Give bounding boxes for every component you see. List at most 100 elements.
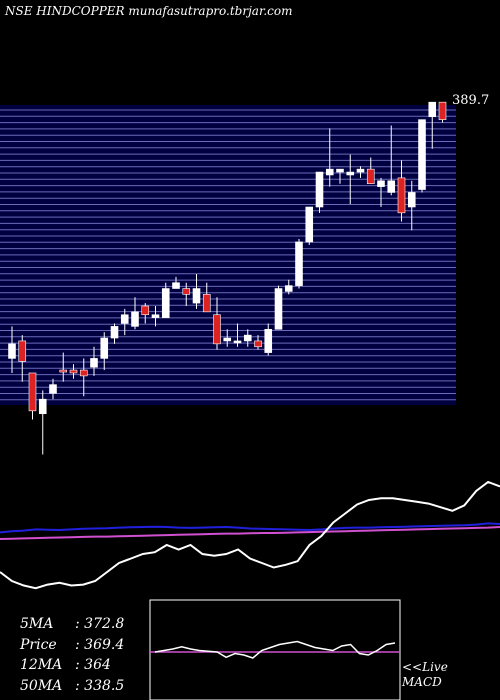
candle bbox=[274, 285, 283, 330]
candle-body-up bbox=[161, 288, 170, 318]
candle-body-up bbox=[131, 311, 139, 327]
candle-body-up bbox=[100, 337, 109, 359]
candle-body-up bbox=[274, 288, 283, 330]
live-macd-label: <<Live MACD bbox=[402, 660, 448, 690]
candle bbox=[8, 326, 16, 373]
candle-body-down bbox=[366, 168, 375, 185]
candle bbox=[79, 358, 88, 397]
candle-body-up bbox=[418, 119, 426, 190]
candle bbox=[305, 206, 314, 245]
moving-average-lines bbox=[0, 480, 500, 590]
candle bbox=[233, 323, 242, 347]
candle bbox=[397, 160, 406, 222]
stat-row-price: Price : 369.4 bbox=[20, 635, 124, 656]
top-price-label: 389.7 bbox=[452, 93, 489, 108]
candle bbox=[295, 239, 303, 289]
stat-row-5ma: 5MA : 372.8 bbox=[20, 614, 124, 635]
candle bbox=[346, 154, 355, 205]
candle bbox=[141, 303, 150, 324]
candle-body-up bbox=[295, 241, 303, 286]
candle bbox=[418, 119, 426, 193]
candle-body-down bbox=[18, 340, 27, 362]
candle-body-up bbox=[243, 334, 252, 342]
candle-body-up bbox=[428, 101, 437, 118]
stat-sep: : bbox=[75, 677, 85, 694]
candle-body-down bbox=[438, 101, 447, 120]
ma-magenta-line bbox=[0, 526, 500, 540]
stat-row-50ma: 50MA : 338.5 bbox=[20, 676, 124, 697]
live-label-line1: <<Live bbox=[402, 660, 448, 674]
candle bbox=[366, 157, 375, 185]
candle bbox=[151, 306, 160, 327]
chart-title: NSE HINDCOPPER munafasutrapro.tbrjar.com bbox=[5, 4, 293, 18]
candle-body-up bbox=[110, 326, 119, 339]
candle-body-up bbox=[38, 398, 47, 415]
stat-sep: : bbox=[75, 636, 85, 653]
candle bbox=[284, 279, 293, 295]
candle-body-up bbox=[151, 314, 160, 318]
candle-body-down bbox=[254, 340, 262, 348]
stat-sep: : bbox=[75, 657, 85, 673]
candle-body-up bbox=[120, 314, 129, 324]
gridlines bbox=[0, 109, 456, 401]
candle bbox=[192, 273, 201, 309]
stat-sep: : bbox=[75, 616, 85, 632]
macd-frame bbox=[149, 599, 401, 700]
candle bbox=[336, 168, 344, 184]
candle bbox=[407, 180, 416, 231]
live-label-line2: MACD bbox=[402, 675, 442, 689]
candle-body-up bbox=[49, 384, 57, 394]
candle-body-up bbox=[305, 206, 314, 243]
candle-body-up bbox=[264, 328, 273, 353]
candle bbox=[110, 323, 119, 344]
price-line bbox=[0, 480, 500, 590]
candle-body-down bbox=[69, 369, 78, 374]
candle bbox=[172, 276, 180, 289]
stat-label: 5MA bbox=[20, 616, 54, 632]
candle bbox=[182, 282, 191, 306]
candle bbox=[161, 282, 170, 318]
candle bbox=[38, 390, 47, 455]
candle bbox=[28, 372, 37, 420]
stat-value: 369.4 bbox=[84, 636, 125, 653]
candle-body-down bbox=[79, 369, 88, 377]
candle-body-up bbox=[346, 171, 355, 176]
candle-body-up bbox=[315, 171, 324, 208]
candle-body-down bbox=[202, 294, 211, 313]
candle bbox=[356, 166, 365, 178]
candle-body-up bbox=[387, 180, 396, 193]
candle bbox=[315, 171, 324, 213]
macd-line bbox=[154, 640, 396, 659]
candle-body-up bbox=[407, 192, 416, 208]
candle bbox=[387, 125, 396, 196]
candle-body-up bbox=[284, 285, 293, 292]
stats-panel: 5MA : 372.8 Price : 369.4 12MA : 364 50M… bbox=[20, 614, 124, 696]
stat-value: 338.5 bbox=[84, 677, 125, 694]
candle bbox=[59, 352, 68, 382]
candle bbox=[69, 364, 78, 379]
candle bbox=[202, 282, 211, 313]
candles bbox=[8, 101, 447, 455]
candle-body-up bbox=[90, 358, 98, 368]
stat-label: 50MA bbox=[20, 677, 63, 694]
candle-body-up bbox=[377, 180, 385, 187]
candle-body-up bbox=[192, 288, 201, 304]
candle bbox=[49, 378, 57, 400]
candle bbox=[377, 177, 385, 207]
candle bbox=[120, 308, 129, 336]
candle-body-down bbox=[141, 305, 150, 316]
candle bbox=[18, 335, 27, 382]
candle-body-up bbox=[325, 168, 334, 176]
candle-body-up bbox=[233, 340, 242, 344]
candle bbox=[254, 335, 262, 350]
candle bbox=[131, 297, 139, 330]
candle-body-down bbox=[397, 177, 406, 214]
stat-value: 372.8 bbox=[84, 616, 125, 632]
candle-body-down bbox=[28, 372, 37, 412]
candle-body-up bbox=[172, 282, 180, 289]
candle bbox=[100, 332, 109, 371]
candle-body-up bbox=[223, 337, 232, 342]
candle bbox=[438, 101, 447, 123]
